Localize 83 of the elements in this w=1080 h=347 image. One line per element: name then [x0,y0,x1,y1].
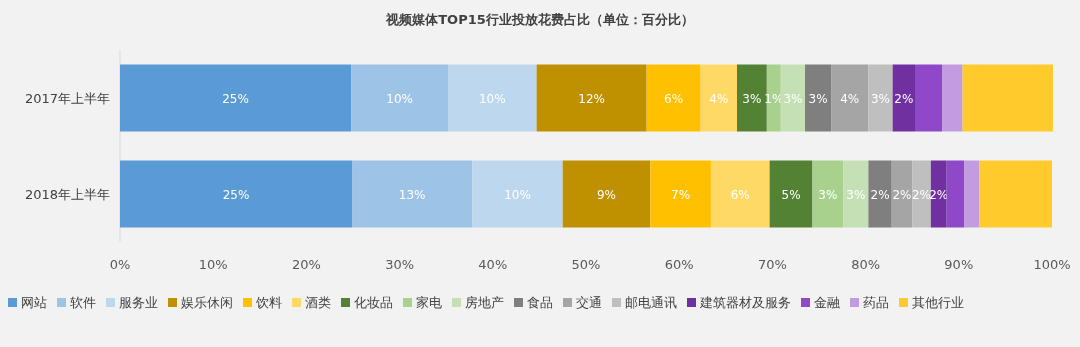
x-tick-label: 30% [385,257,415,272]
bar [979,160,1052,228]
bar [780,64,806,132]
x-tick-label: 70% [757,257,787,272]
bar [964,160,980,228]
bar [891,160,913,228]
data-label: 9% [596,187,617,202]
data-label: 10% [386,91,413,106]
bar [646,64,701,132]
data-label: 25% [222,187,250,202]
bar [120,160,353,228]
bar [843,160,869,228]
data-label: 10% [479,91,506,106]
bar [120,64,352,132]
bar [352,160,473,228]
legend-label: 娱乐休闲 [181,295,233,310]
data-label: 7% [671,187,691,202]
bar [710,160,770,228]
bar [915,64,943,132]
data-label: 3% [818,187,838,202]
bar [351,64,449,132]
bar [962,64,1053,132]
legend-label: 药品 [863,295,889,310]
x-tick-label: 60% [664,257,694,272]
bar [942,64,963,132]
bar [946,160,965,228]
data-label: 4% [709,91,729,106]
bar [536,64,647,132]
bar [472,160,563,228]
legend-label: 软件 [70,295,96,310]
data-label: 3% [742,91,762,106]
x-tick-label: 90% [944,257,974,272]
data-label: 5% [781,187,801,202]
legend-label: 饮料 [255,295,282,310]
bar [448,64,537,132]
data-label: 25% [222,91,249,106]
legend-label: 网站 [21,295,47,310]
data-label: 2% [892,187,912,202]
x-tick-label: 100% [1033,257,1071,272]
x-tick-label: 20% [291,257,321,272]
x-tick-label: 50% [571,257,601,272]
data-label: 4% [840,91,860,106]
data-label: 2% [870,187,890,202]
data-label: 12% [578,91,605,106]
bar [562,160,651,228]
legend-label: 交通 [576,295,602,310]
legend-label: 建筑器材及服务 [699,295,791,310]
data-label: 3% [846,187,866,202]
legend-label: 食品 [527,295,553,310]
data-label: 13% [398,187,426,202]
bar [650,160,711,228]
x-tick-label: 0% [109,257,131,272]
x-tick-label: 80% [851,257,881,272]
data-label: 6% [730,187,750,202]
legend-label: 服务业 [119,295,158,310]
bar [700,64,737,132]
bar [892,64,915,132]
bar [912,160,931,228]
bar [812,160,844,228]
y-tick-label: 2018年上半年 [24,187,110,202]
data-label: 2% [912,187,932,202]
data-label: 2% [894,91,914,106]
data-label: 10% [504,187,531,202]
legend-label: 酒类 [305,295,331,310]
data-label: 3% [808,91,828,106]
x-tick-label: 10% [198,257,228,272]
data-label: 6% [664,91,684,106]
legend-label: 邮电通讯 [625,295,677,310]
legend-label: 家电 [416,295,442,310]
bar [868,64,893,132]
chart-title: 视频媒体TOP15行业投放花费占比（单位：百分比） [385,12,694,27]
bar [805,64,832,132]
bar [769,160,813,228]
legend-label: 化妆品 [354,295,393,310]
data-label: 3% [870,91,891,106]
y-tick-label: 2017年上半年 [24,91,110,106]
x-tick-label: 40% [478,257,508,272]
bar [736,64,767,132]
bar [868,160,892,228]
legend-label: 房地产 [465,295,504,310]
legend-label: 金融 [814,295,840,310]
bar [831,64,869,132]
legend-label: 其他行业 [912,295,964,310]
